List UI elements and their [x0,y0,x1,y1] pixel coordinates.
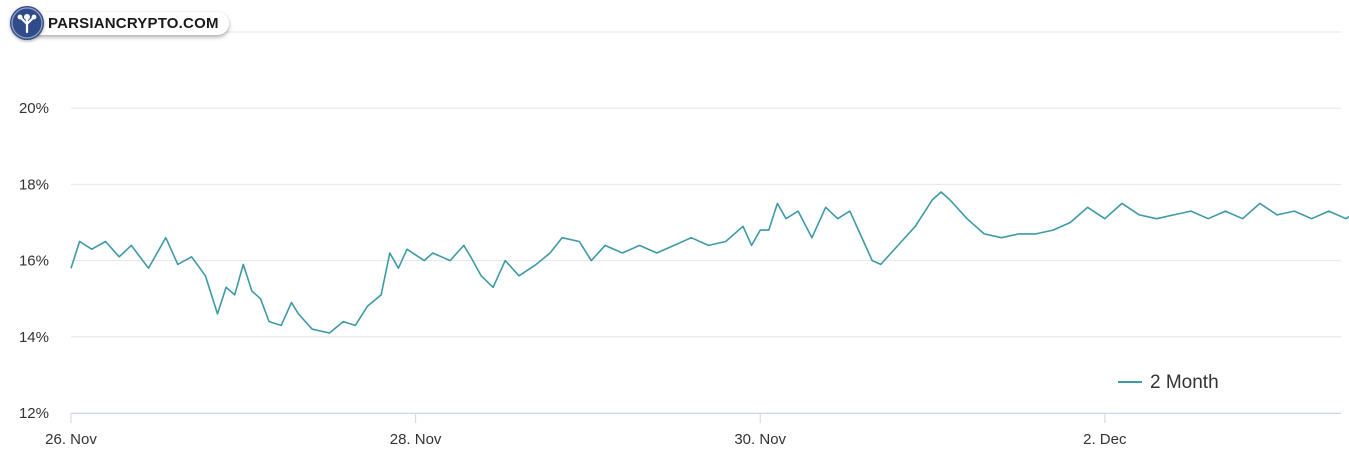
logo-text: PARSIANCRYPTO.COM [32,11,229,35]
brand-logo[interactable]: PARSIANCRYPTO.COM [10,6,229,40]
y-tick-label: 12% [19,405,49,422]
y-tick-label: 20% [19,100,49,117]
y-tick-label: 18% [19,176,49,193]
legend-label: 2 Month [1150,372,1219,393]
x-tick-label: 30. Nov [734,431,786,448]
x-tick-label: 26. Nov [45,431,97,448]
x-tick-label: 28. Nov [390,431,442,448]
logo-emblem-icon [10,6,44,40]
y-axis-labels: 12% 14% 16% 18% 20% [19,100,49,422]
legend[interactable]: 2 Month [1118,372,1219,393]
series-line-2-month[interactable] [70,74,1349,334]
x-tick-label: 2. Dec [1083,431,1127,448]
grid-lines [71,31,1341,414]
y-tick-label: 16% [19,253,49,270]
y-tick-label: 14% [19,329,49,346]
